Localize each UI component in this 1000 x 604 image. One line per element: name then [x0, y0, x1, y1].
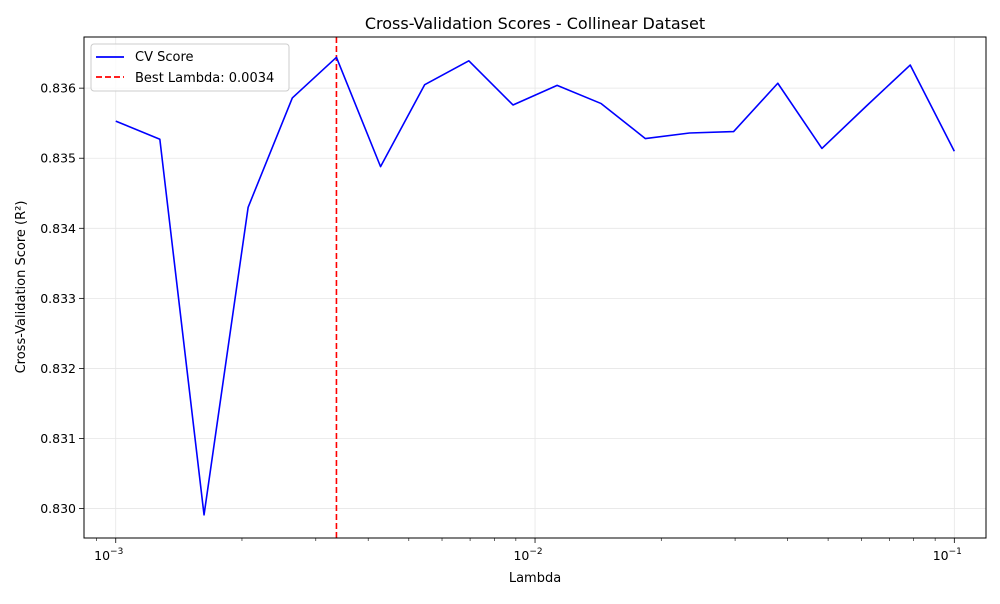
y-axis-label: Cross-Validation Score (R²)	[14, 201, 29, 374]
x-axis: 10−3 10−2 10−1	[94, 538, 962, 563]
y-tick-label: 0.836	[40, 81, 76, 96]
y-tick-label: 0.835	[40, 151, 76, 166]
y-tick-label: 0.831	[40, 431, 76, 446]
grid-lines	[84, 37, 986, 538]
y-tick-label: 0.834	[40, 221, 76, 236]
legend: CV Score Best Lambda: 0.0034	[90, 43, 290, 92]
y-tick-label: 0.832	[40, 361, 76, 376]
y-tick-label: 0.830	[40, 501, 76, 516]
plot-area	[115, 37, 956, 538]
legend-label-cv-score: CV Score	[135, 50, 194, 65]
legend-box	[90, 43, 290, 92]
x-axis-label: Lambda	[509, 571, 561, 586]
x-tick-label: 10−3	[94, 547, 123, 563]
y-tick-label: 0.833	[40, 291, 76, 306]
x-tick-label: 10−1	[933, 547, 962, 563]
series-line-cv-score	[115, 56, 956, 516]
y-axis: 0.830 0.831 0.832 0.833 0.834 0.835 0.836	[40, 81, 84, 516]
legend-label-best-lambda: Best Lambda: 0.0034	[135, 71, 274, 86]
x-tick-label: 10−2	[513, 547, 542, 563]
chart-title: Cross-Validation Scores - Collinear Data…	[365, 14, 705, 33]
